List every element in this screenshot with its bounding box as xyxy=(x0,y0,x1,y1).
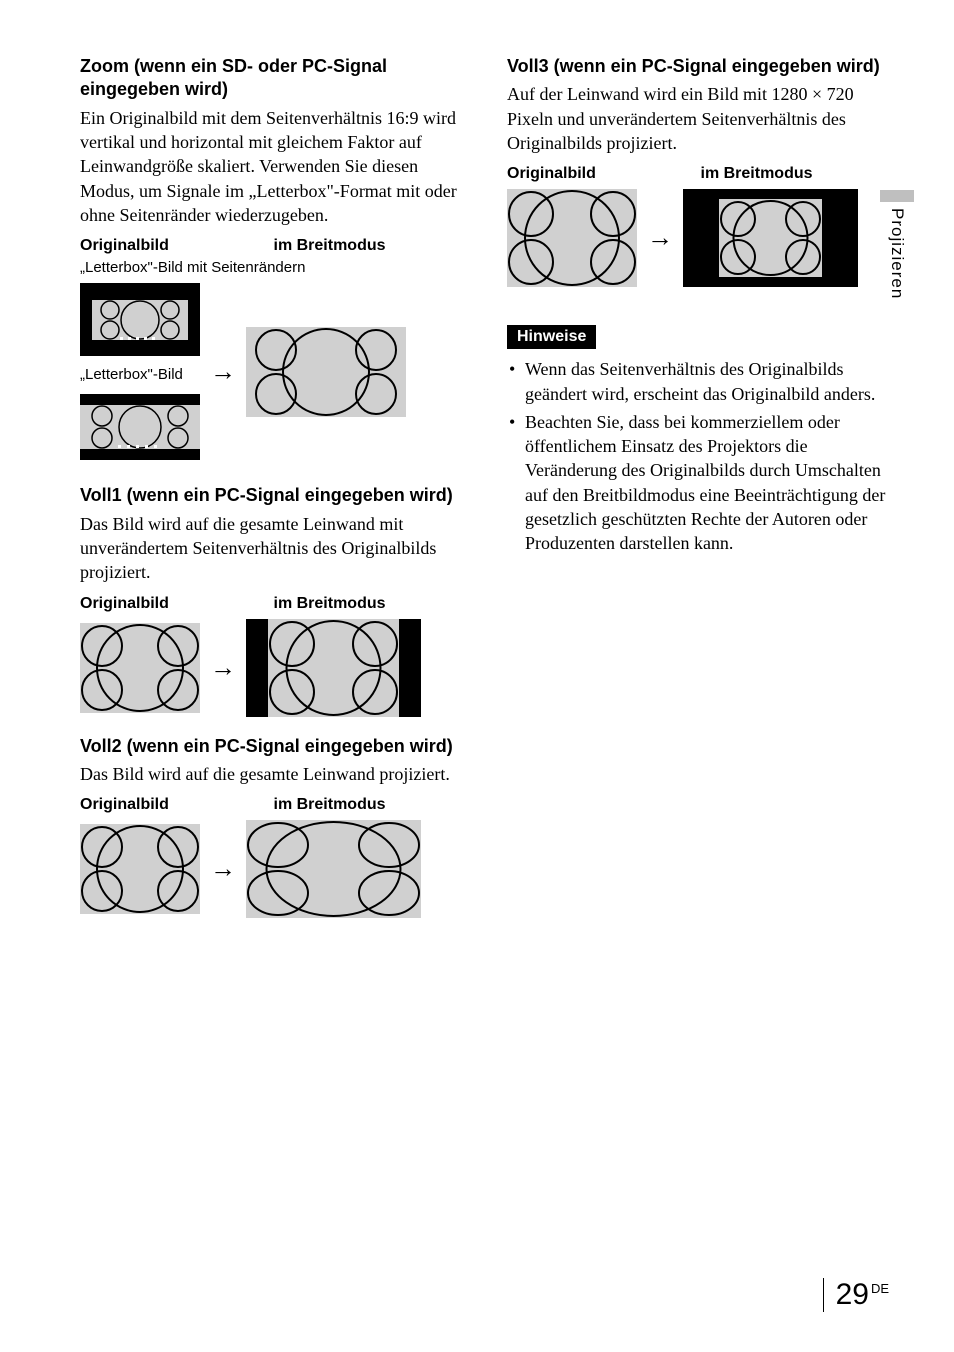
zoom-source-stack: „Letterbox"-Bild xyxy=(80,283,200,460)
label-wide: im Breitmodus xyxy=(274,237,468,255)
label-original: Originalbild xyxy=(80,796,274,814)
zoom-body: Ein Originalbild mit dem Seitenverhältni… xyxy=(80,106,467,227)
zoom-dst xyxy=(246,327,406,417)
side-tab-bar xyxy=(880,190,914,202)
arrow-icon: → xyxy=(210,856,236,882)
hinweise-item: Wenn das Seitenverhältnis des Originalbi… xyxy=(507,357,894,406)
label-wide: im Breitmodus xyxy=(274,796,468,814)
voll3-src xyxy=(507,189,637,287)
side-tab-text: Projizieren xyxy=(887,208,907,299)
zoom-src-letterbox xyxy=(80,394,200,460)
page-number-value: 29 xyxy=(836,1278,869,1311)
voll2-heading: Voll2 (wenn ein PC-Signal eingegeben wir… xyxy=(80,735,467,758)
arrow-icon: → xyxy=(210,655,236,681)
voll2-body: Das Bild wird auf die gesamte Leinwand p… xyxy=(80,762,467,786)
voll1-heading: Voll1 (wenn ein PC-Signal eingegeben wir… xyxy=(80,484,467,507)
voll1-src xyxy=(80,623,200,713)
zoom-figure-row: „Letterbox"-Bild → xyxy=(80,283,467,460)
zoom-caption2: „Letterbox"-Bild xyxy=(80,366,200,384)
label-wide: im Breitmodus xyxy=(701,165,895,183)
voll2-figure-row: → xyxy=(80,820,467,918)
voll2-dst xyxy=(246,820,421,918)
side-tab: Projizieren xyxy=(880,190,914,299)
arrow-icon: → xyxy=(647,225,673,251)
zoom-src-letterbox-borders xyxy=(80,283,200,356)
voll1-fig-labels: Originalbild im Breitmodus xyxy=(80,595,467,613)
label-original: Originalbild xyxy=(507,165,701,183)
hinweise-item: Beachten Sie, dass bei kommerziellem ode… xyxy=(507,410,894,556)
label-original: Originalbild xyxy=(80,595,274,613)
voll3-fig-labels: Originalbild im Breitmodus xyxy=(507,165,894,183)
page-number: 29DE xyxy=(823,1278,889,1312)
right-column: Voll3 (wenn ein PC-Signal eingegeben wir… xyxy=(507,55,894,936)
voll3-dst xyxy=(683,189,858,287)
hinweise-list: Wenn das Seitenverhältnis des Originalbi… xyxy=(507,357,894,555)
voll3-figure-row: → xyxy=(507,189,894,287)
voll1-body: Das Bild wird auf die gesamte Leinwand m… xyxy=(80,512,467,585)
zoom-heading: Zoom (wenn ein SD- oder PC-Signal eingeg… xyxy=(80,55,467,102)
page-number-suffix: DE xyxy=(871,1281,889,1296)
hinweise-tag: Hinweise xyxy=(507,325,596,349)
left-column: Zoom (wenn ein SD- oder PC-Signal eingeg… xyxy=(80,55,467,936)
arrow-icon: → xyxy=(210,359,236,385)
voll1-dst xyxy=(246,619,421,717)
voll3-body: Auf der Leinwand wird ein Bild mit 1280 … xyxy=(507,82,894,155)
label-wide: im Breitmodus xyxy=(274,595,468,613)
zoom-fig-labels: Originalbild im Breitmodus xyxy=(80,237,467,255)
voll1-figure-row: → xyxy=(80,619,467,717)
voll2-src xyxy=(80,824,200,914)
voll3-heading: Voll3 (wenn ein PC-Signal eingegeben wir… xyxy=(507,55,894,78)
voll2-fig-labels: Originalbild im Breitmodus xyxy=(80,796,467,814)
label-original: Originalbild xyxy=(80,237,274,255)
zoom-caption1: „Letterbox"-Bild mit Seitenrändern xyxy=(80,259,467,277)
